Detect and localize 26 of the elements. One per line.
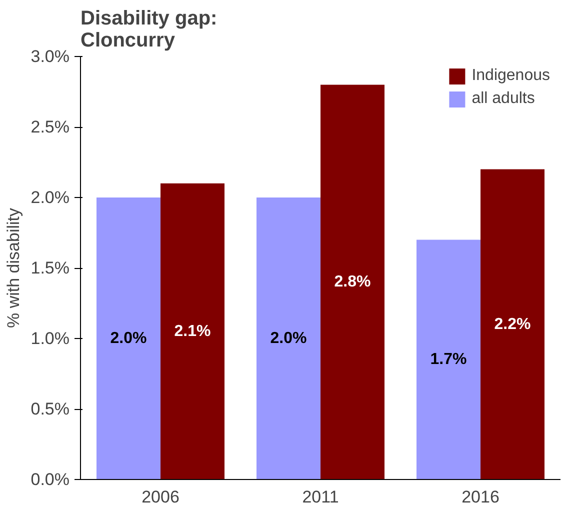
y-tick-label: 1.5%: [30, 258, 70, 278]
x-tick-label: 2011: [302, 488, 339, 506]
bar: [416, 240, 480, 480]
y-tick-label: 0.0%: [30, 470, 70, 489]
data-label: 2.0%: [270, 330, 307, 347]
y-tick-label: 1.0%: [30, 329, 70, 348]
bar: [256, 198, 320, 480]
legend-label: all adults: [472, 90, 535, 108]
chart-title: Disability gap: Cloncurry: [80, 8, 218, 52]
bar: [96, 198, 160, 480]
y-axis-title: % with disability: [4, 208, 23, 328]
x-tick-label: 2016: [462, 488, 500, 506]
data-label: 2.0%: [110, 330, 147, 347]
y-tick-label: 2.0%: [30, 188, 70, 207]
bar: [160, 183, 224, 480]
bar: [480, 169, 544, 480]
data-label: 2.1%: [174, 322, 211, 340]
legend-label: Indigenous: [472, 67, 550, 85]
data-label: 2.2%: [494, 316, 531, 333]
x-tick-label: 2006: [142, 488, 180, 506]
y-tick-label: 3.0%: [30, 47, 70, 66]
y-tick-label: 2.5%: [30, 118, 70, 136]
y-tick-label: 0.5%: [30, 400, 70, 418]
bar: [320, 84, 384, 480]
data-label: 1.7%: [430, 351, 467, 368]
data-label: 2.8%: [334, 274, 371, 291]
